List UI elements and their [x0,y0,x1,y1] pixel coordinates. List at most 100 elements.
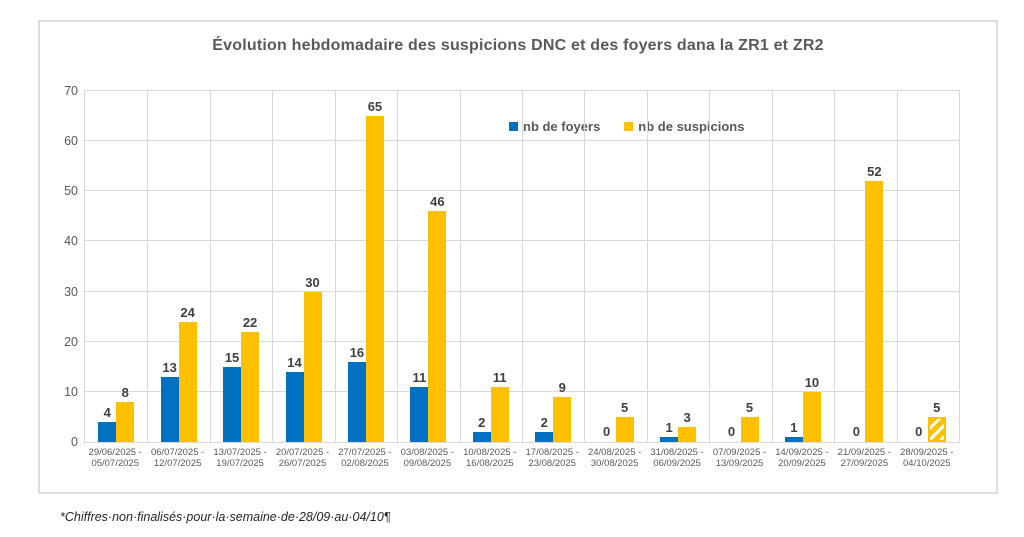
bar-foyers [347,362,366,442]
data-label: 24 [180,305,195,320]
data-label: 5 [933,400,941,415]
x-tick-label: 03/08/2025 - 09/08/2025 [400,447,455,469]
legend-item-foyers: nb de foyers [509,119,600,134]
data-label: 10 [804,375,820,390]
gridline-vertical [896,91,898,442]
data-label: 46 [430,194,445,209]
bar-foyers [160,377,179,442]
legend-label-suspicions: nb de suspicions [638,119,745,134]
x-tick-label: 10/08/2025 - 16/08/2025 [463,447,517,469]
bar-suspicions [678,427,697,442]
gridline-vertical [209,91,211,442]
bar-suspicions [365,116,384,442]
data-label: 22 [242,315,258,330]
data-label: 11 [412,370,427,385]
chart-frame[interactable]: Évolution hebdomadaire des suspicions DN… [38,20,998,494]
data-label: 1 [665,420,673,435]
x-tick-label: 14/09/2025 - 20/09/2025 [775,447,829,469]
gridline-vertical [771,91,773,442]
data-label: 13 [162,360,177,375]
gridline-vertical [834,91,836,442]
data-label: 3 [683,410,691,425]
x-tick-label: 06/07/2025 - 12/07/2025 [150,447,205,469]
bar-suspicions [865,181,884,442]
data-label: 0 [915,424,923,439]
data-label: 14 [287,355,302,370]
data-label: 4 [103,405,111,420]
x-tick-label: 21/09/2025 - 27/09/2025 [837,447,892,469]
gridline-vertical [397,91,399,442]
gridline-vertical [584,91,586,442]
bar-suspicions [740,417,759,442]
y-tick-label: 10 [64,384,78,399]
bar-foyers [535,432,554,442]
y-tick-label: 30 [64,284,78,299]
bar-suspicions [116,402,135,442]
x-tick-label: 27/07/2025 - 02/08/2025 [338,447,392,469]
y-tick-label: 40 [64,234,78,249]
data-label: 11 [492,370,507,385]
chart-title: Évolution hebdomadaire des suspicions DN… [212,37,824,54]
data-label: 8 [121,385,129,400]
y-axis: 0 10 20 30 40 50 60 70 [40,84,78,449]
x-tick-label: 17/08/2025 - 23/08/2025 [525,447,579,469]
bar-suspicions [303,292,322,442]
plot-area: nb de foyers nb de suspicions 4 8 13 24 15 22… [84,90,960,443]
gridline-vertical [646,91,648,442]
legend-swatch-foyers-icon [509,122,518,131]
footnote: *Chiffres·non·finalisés·pour·la·semaine·… [60,510,391,524]
data-label: 52 [867,164,882,179]
data-label: 1 [790,420,798,435]
data-label: 2 [478,415,486,430]
data-label: 15 [224,350,240,365]
bar-foyers [98,422,117,442]
x-tick-label: 07/09/2025 - 13/09/2025 [712,447,767,469]
gridline-vertical [147,91,149,442]
legend: nb de foyers nb de suspicions [509,119,744,134]
x-tick-label: 13/07/2025 - 19/07/2025 [213,447,267,469]
y-tick-label: 20 [64,334,78,349]
x-tick-label: 24/08/2025 - 30/08/2025 [587,447,642,469]
legend-swatch-suspicions-icon [624,122,634,131]
gridline-vertical [709,91,711,442]
bar-suspicions [178,322,197,442]
bar-suspicions [927,417,946,442]
bar-suspicions [241,332,260,442]
data-label: 30 [305,275,320,290]
bar-suspicions [490,387,509,442]
bar-suspicions [428,211,447,442]
bar-foyers [784,437,803,442]
x-tick-label: 20/07/2025 - 26/07/2025 [275,447,330,469]
y-tick-label: 60 [64,134,78,149]
bar-suspicions [615,417,634,442]
bar-suspicions [802,392,821,442]
bar-foyers [285,372,304,442]
gridline-vertical [522,91,523,442]
data-label: 16 [349,345,365,360]
y-tick-label: 0 [71,435,78,449]
data-label: 2 [540,415,548,430]
bar-foyers [472,432,491,442]
legend-item-suspicions: nb de suspicions [624,119,744,134]
y-tick-label: 70 [64,84,78,98]
bar-foyers [410,387,429,442]
y-tick-label: 50 [64,184,78,199]
bar-suspicions [553,397,572,442]
x-tick-label: 31/08/2025 - 06/09/2025 [650,447,704,469]
x-tick-label: 28/09/2025 - 04/10/2025 [900,447,954,469]
data-label: 5 [621,400,629,415]
data-label: 5 [745,400,754,415]
gridline-vertical [272,91,274,442]
gridline-vertical [459,91,461,442]
bar-foyers [223,367,242,442]
legend-label-foyers: nb de foyers [523,119,601,134]
x-axis: 29/06/2025 - 05/07/2025 06/07/2025 - 12/0… [84,447,960,481]
data-label: 0 [852,424,860,439]
data-label: 9 [558,380,566,395]
x-tick-label: 29/06/2025 - 05/07/2025 [88,447,142,469]
data-label: 65 [367,99,383,114]
data-label: 0 [603,424,611,439]
bar-foyers [660,437,679,442]
data-label: 0 [727,424,736,439]
gridline-vertical [334,91,336,442]
